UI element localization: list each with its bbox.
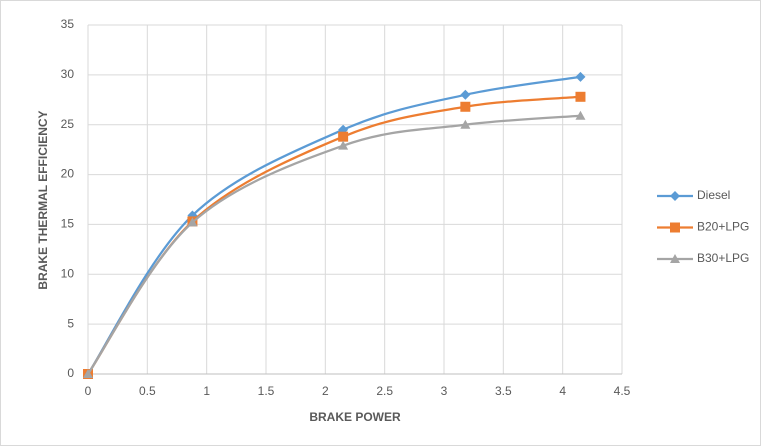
x-tick-label: 4	[559, 384, 566, 398]
marker	[460, 101, 471, 112]
x-tick-label: 2.5	[376, 384, 393, 398]
x-tick-label: 4.5	[614, 384, 631, 398]
y-tick-label: 15	[61, 217, 75, 231]
marker	[83, 369, 93, 378]
x-tick-label: 0	[85, 384, 92, 398]
y-tick-label: 25	[61, 117, 75, 131]
x-tick-label: 2	[322, 384, 329, 398]
marker	[575, 110, 586, 120]
legend-label: B30+LPG	[697, 251, 749, 265]
marker	[338, 140, 349, 150]
y-tick-label: 5	[67, 316, 74, 330]
marker	[187, 217, 198, 227]
legend-marker	[670, 254, 680, 263]
marker	[460, 89, 471, 100]
x-tick-label: 1	[203, 384, 210, 398]
x-tick-label: 0.5	[139, 384, 156, 398]
x-axis-title: BRAKE POWER	[309, 410, 401, 424]
marker	[575, 71, 586, 82]
marker	[460, 119, 471, 129]
y-tick-label: 0	[67, 366, 74, 380]
legend-marker	[670, 222, 680, 233]
x-tick-label: 3	[441, 384, 448, 398]
x-tick-label: 3.5	[495, 384, 512, 398]
y-tick-label: 30	[61, 67, 75, 81]
x-tick-label: 1.5	[258, 384, 275, 398]
legend-marker	[670, 191, 680, 201]
y-tick-label: 20	[61, 167, 75, 181]
series-line	[87, 75, 581, 375]
series-line	[87, 114, 581, 375]
legend-label: B20+LPG	[697, 220, 749, 234]
y-tick-label: 10	[61, 266, 75, 280]
marker	[575, 91, 586, 102]
y-axis-title: BRAKE THERMAL EFFICIENCY	[36, 110, 50, 289]
y-tick-label: 35	[61, 17, 75, 31]
marker	[338, 131, 349, 142]
legend-label: Diesel	[697, 188, 730, 202]
